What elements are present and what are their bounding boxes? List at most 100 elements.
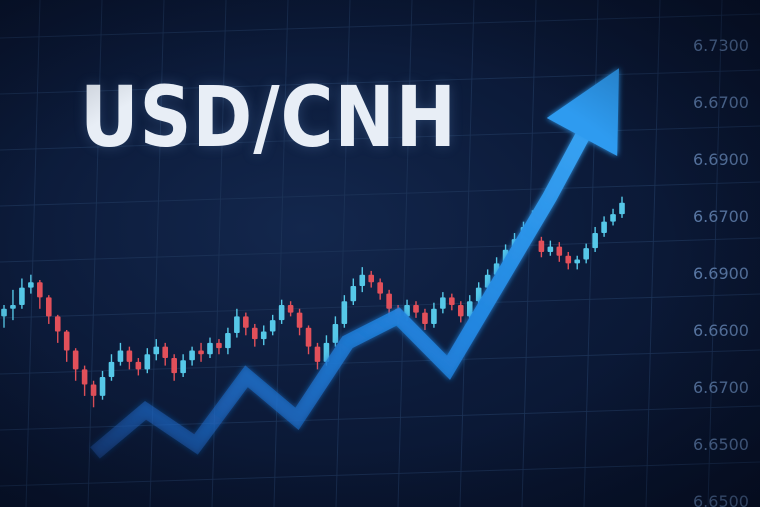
candle-down: [296, 308, 303, 336]
candle-body: [422, 312, 428, 324]
candle-up: [547, 240, 554, 256]
candle-body: [19, 287, 25, 305]
candle-body: [269, 320, 276, 332]
candle-body: [144, 354, 151, 370]
candle-body: [162, 346, 169, 359]
candle-body: [126, 350, 133, 362]
candle-body: [63, 331, 70, 351]
candle-body: [135, 361, 142, 370]
candle-body: [386, 293, 392, 309]
candle-up: [99, 370, 106, 400]
candle-up: [260, 325, 267, 346]
candle-up: [117, 342, 124, 366]
candle-down: [314, 342, 321, 370]
grid-line-vertical: [645, 0, 661, 507]
y-tick-label: 6.6900: [693, 150, 749, 169]
candle-body: [538, 240, 545, 252]
grid-line-horizontal: [0, 461, 760, 487]
candle-down: [135, 358, 142, 376]
candle-down: [54, 314, 61, 343]
candle-down: [171, 354, 177, 381]
candle-down: [449, 293, 455, 311]
candle-down: [126, 346, 133, 370]
candle-down: [251, 323, 258, 347]
candle-body: [207, 342, 213, 355]
candle-down: [45, 295, 52, 324]
candle-body: [449, 297, 455, 305]
candle-body: [547, 246, 554, 252]
candle-down: [422, 308, 428, 330]
candle-up: [619, 196, 625, 218]
candle-down: [538, 236, 545, 258]
candle-body: [171, 358, 177, 374]
candle-body: [180, 360, 186, 374]
candle-down: [243, 312, 249, 336]
candle-body: [314, 346, 321, 362]
candle-body: [278, 305, 285, 321]
candle-body: [28, 282, 34, 288]
candle-body: [108, 361, 115, 377]
candle-down: [565, 251, 572, 270]
candle-body: [440, 297, 446, 309]
candle-up: [574, 255, 581, 270]
y-tick-label: 6.6900: [693, 264, 749, 283]
y-tick-label: 6.6600: [693, 321, 749, 340]
candle-body: [296, 312, 303, 328]
candle-body: [54, 316, 61, 332]
candle-up: [350, 278, 357, 305]
candle-body: [45, 297, 52, 317]
candle-up: [610, 208, 616, 226]
candle-body: [565, 255, 572, 264]
candle-up: [1, 305, 7, 328]
candle-body: [359, 274, 366, 287]
y-tick-label: 6.6500: [693, 492, 749, 507]
candle-up: [269, 314, 276, 336]
candle-down: [90, 380, 97, 408]
candle-down: [377, 278, 383, 300]
candle-body: [99, 376, 106, 396]
candle-down: [198, 342, 204, 362]
candle-body: [341, 301, 348, 324]
candle-down: [368, 270, 375, 288]
candle-body: [610, 214, 616, 222]
candle-up: [180, 354, 186, 377]
candle-body: [592, 233, 598, 249]
candle-body: [413, 305, 419, 313]
candle-body: [90, 384, 97, 396]
candle-up: [341, 295, 348, 328]
candle-down: [287, 301, 294, 317]
candle-body: [332, 323, 339, 343]
candle-body: [72, 350, 79, 370]
candle-body: [37, 282, 43, 298]
candle-body: [189, 350, 195, 361]
candle-down: [305, 325, 312, 355]
y-tick-label: 6.6700: [693, 378, 749, 397]
candle-up: [108, 354, 115, 381]
candle-up: [234, 308, 240, 338]
candle-body: [350, 286, 357, 302]
y-tick-label: 6.6700: [693, 207, 749, 226]
candle-up: [431, 302, 437, 328]
y-tick-label: 6.6700: [693, 93, 749, 112]
candle-down: [457, 301, 464, 323]
candle-down: [413, 301, 419, 318]
candle-body: [260, 331, 267, 340]
candle-body: [305, 327, 312, 347]
candle-down: [72, 348, 79, 381]
grid-line-horizontal: [0, 13, 760, 39]
candle-body: [457, 305, 464, 317]
y-tick-label: 6.6500: [693, 435, 749, 454]
candle-down: [37, 280, 43, 309]
grid-line-vertical: [25, 0, 41, 507]
chart-title: USD/CNH: [80, 68, 458, 166]
candle-body: [574, 259, 581, 264]
candle-up: [19, 278, 25, 309]
candle-down: [556, 242, 563, 262]
candle-up: [583, 243, 589, 264]
candle-body: [601, 221, 607, 234]
candle-down: [63, 330, 70, 362]
candle-body: [234, 316, 240, 334]
candle-up: [359, 267, 366, 293]
candle-up: [189, 346, 195, 366]
grid-line-horizontal: [0, 405, 760, 431]
